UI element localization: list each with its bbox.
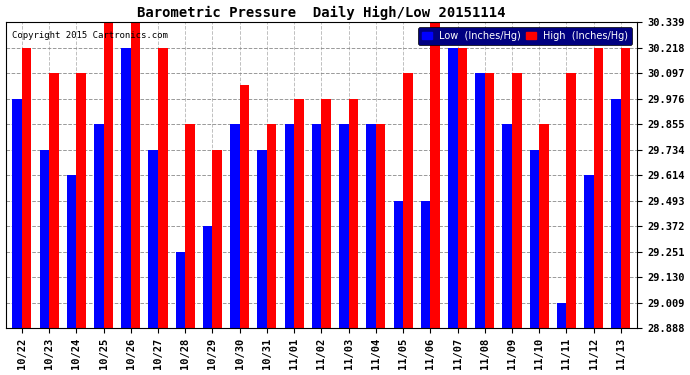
Bar	[376, 124, 386, 328]
Bar	[239, 86, 249, 328]
Bar	[475, 74, 485, 328]
Bar	[22, 48, 32, 328]
Bar	[593, 48, 603, 328]
Bar	[121, 48, 131, 328]
Bar	[104, 22, 113, 328]
Text: Copyright 2015 Cartronics.com: Copyright 2015 Cartronics.com	[12, 32, 168, 40]
Bar	[485, 74, 494, 328]
Bar	[421, 201, 431, 328]
Bar	[530, 150, 539, 328]
Bar	[94, 124, 104, 328]
Bar	[348, 99, 358, 328]
Bar	[557, 303, 566, 328]
Bar	[339, 124, 348, 328]
Bar	[611, 99, 621, 328]
Bar	[267, 124, 277, 328]
Bar	[502, 124, 512, 328]
Bar	[148, 150, 158, 328]
Bar	[512, 74, 522, 328]
Bar	[285, 124, 294, 328]
Bar	[621, 48, 631, 328]
Bar	[312, 124, 322, 328]
Bar	[131, 22, 140, 328]
Legend: Low  (Inches/Hg), High  (Inches/Hg): Low (Inches/Hg), High (Inches/Hg)	[418, 27, 632, 45]
Title: Barometric Pressure  Daily High/Low 20151114: Barometric Pressure Daily High/Low 20151…	[137, 6, 506, 20]
Bar	[213, 150, 222, 328]
Bar	[431, 22, 440, 328]
Bar	[294, 99, 304, 328]
Bar	[203, 226, 213, 328]
Bar	[566, 74, 576, 328]
Bar	[67, 175, 77, 328]
Bar	[77, 74, 86, 328]
Bar	[448, 48, 457, 328]
Bar	[39, 150, 49, 328]
Bar	[158, 48, 168, 328]
Bar	[457, 48, 467, 328]
Bar	[322, 99, 331, 328]
Bar	[230, 124, 239, 328]
Bar	[12, 99, 22, 328]
Bar	[49, 74, 59, 328]
Bar	[539, 124, 549, 328]
Bar	[403, 74, 413, 328]
Bar	[393, 201, 403, 328]
Bar	[176, 252, 185, 328]
Bar	[185, 124, 195, 328]
Bar	[257, 150, 267, 328]
Bar	[584, 175, 593, 328]
Bar	[366, 124, 376, 328]
